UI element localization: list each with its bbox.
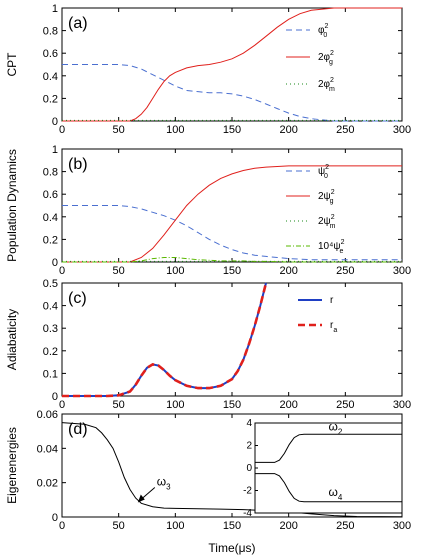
annotation-label: ω3 [157, 475, 171, 492]
y-tick-label: 0 [52, 391, 58, 403]
legend-entry: ψ2 0 [318, 164, 329, 180]
series-line [62, 257, 402, 263]
x-tick-label: 250 [336, 124, 354, 136]
x-tick-label: 100 [166, 520, 184, 532]
panel-label: (b) [68, 156, 88, 173]
panel-label: (d) [68, 421, 88, 438]
y-tick-label: 0 [52, 257, 58, 269]
x-tick-label: 300 [393, 124, 411, 136]
panel-label: (a) [68, 15, 88, 32]
inset-y-tick-label: 2 [246, 441, 252, 452]
y-axis-label: Adiabaticity [5, 309, 19, 370]
x-tick-label: 100 [166, 265, 184, 277]
x-tick-label: 150 [223, 124, 241, 136]
x-tick-label: 250 [336, 399, 354, 411]
series-line [62, 282, 267, 397]
x-tick-label: 200 [279, 399, 297, 411]
x-tick-label: 300 [393, 265, 411, 277]
inset-y-tick-label: 0 [246, 463, 252, 474]
arrow-head-icon [137, 494, 145, 503]
x-tick-label: 300 [393, 520, 411, 532]
y-tick-label: 0.04 [37, 443, 58, 455]
y-tick-label: 1 [52, 144, 58, 156]
panel-4: 0 50 100 150 200 250 300 0 0.02 0.04 0.06 Eigenener… [5, 409, 411, 532]
x-tick-label: 100 [166, 399, 184, 411]
x-tick-label: 150 [223, 520, 241, 532]
x-tick-label: 250 [336, 265, 354, 277]
x-tick-label: 0 [59, 520, 65, 532]
y-tick-label: 0.4 [43, 212, 58, 224]
y-tick-label: 0.06 [37, 409, 58, 421]
x-tick-label: 50 [113, 399, 125, 411]
panel-3: 0 50 100 150 200 250 300 0 0.1 0.2 0.3 0.4 0.5 Adiaba… [5, 278, 411, 411]
y-tick-label: 1 [52, 3, 58, 15]
legend-entry: r [330, 295, 334, 306]
y-tick-label: 0.8 [43, 167, 58, 179]
x-tick-label: 50 [113, 124, 125, 136]
legend-entry: φ2 0 [318, 23, 328, 39]
inset-series-line [255, 473, 402, 503]
inset-y-tick-label: -2 [243, 486, 252, 497]
x-tick-label: 200 [279, 520, 297, 532]
y-axis-label: Population Dynamics [5, 149, 19, 262]
x-axis-label: Time(μs) [208, 541, 255, 555]
y-tick-label: 0.6 [43, 48, 58, 60]
series-line [62, 165, 402, 263]
legend-entry: 2ψ2 m [318, 214, 336, 230]
legend-entry: 2ψ2 g [318, 189, 335, 205]
y-tick-label: 0.2 [43, 93, 58, 105]
x-tick-label: 250 [336, 520, 354, 532]
x-tick-label: 150 [223, 265, 241, 277]
y-tick-label: 0.5 [43, 278, 58, 290]
panel-label: (c) [68, 290, 87, 307]
x-tick-label: 100 [166, 124, 184, 136]
inset-series-line [255, 433, 402, 463]
y-axis-label: Eigenenergies [5, 427, 19, 504]
legend-entry: 10⁴ψ2 e [318, 239, 345, 255]
series-line [62, 205, 402, 261]
legend-entry: 2φ2 m [318, 77, 335, 93]
legend-entry: 2φ2 g [318, 50, 334, 66]
series-line [62, 64, 402, 122]
y-tick-label: 0 [52, 512, 58, 524]
x-tick-label: 0 [59, 399, 65, 411]
x-tick-label: 50 [113, 265, 125, 277]
y-tick-label: 0.2 [43, 346, 58, 358]
y-tick-label: 0.2 [43, 234, 58, 246]
y-tick-label: 0.1 [43, 368, 58, 380]
inset-frame [254, 422, 403, 514]
y-tick-label: 0.4 [43, 71, 58, 83]
y-tick-label: 0.6 [43, 189, 58, 201]
y-tick-label: 0.02 [37, 478, 58, 490]
x-tick-label: 50 [113, 520, 125, 532]
y-tick-label: 0.3 [43, 323, 58, 335]
y-tick-label: 0 [52, 116, 58, 128]
x-tick-label: 200 [279, 124, 297, 136]
x-tick-label: 300 [393, 399, 411, 411]
inset-y-tick-label: -4 [243, 508, 252, 519]
x-tick-label: 200 [279, 265, 297, 277]
inset-y-tick-label: 4 [246, 418, 252, 429]
panel-2: 0 50 100 150 200 250 300 0 0.2 0.4 0.6 0.8 1 Populati… [5, 144, 411, 277]
panel-1: 0 50 100 150 200 250 300 0 0.2 0.4 0.6 0.8 1 CPT (a) φ2… [5, 3, 411, 136]
x-tick-label: 0 [59, 124, 65, 136]
x-tick-label: 150 [223, 399, 241, 411]
x-tick-label: 0 [59, 265, 65, 277]
y-tick-label: 0.8 [43, 26, 58, 38]
series-line [62, 7, 402, 122]
y-axis-label: CPT [5, 52, 19, 77]
legend-entry: ra [330, 320, 337, 334]
y-tick-label: 0.4 [43, 301, 58, 313]
series-line [62, 282, 268, 398]
